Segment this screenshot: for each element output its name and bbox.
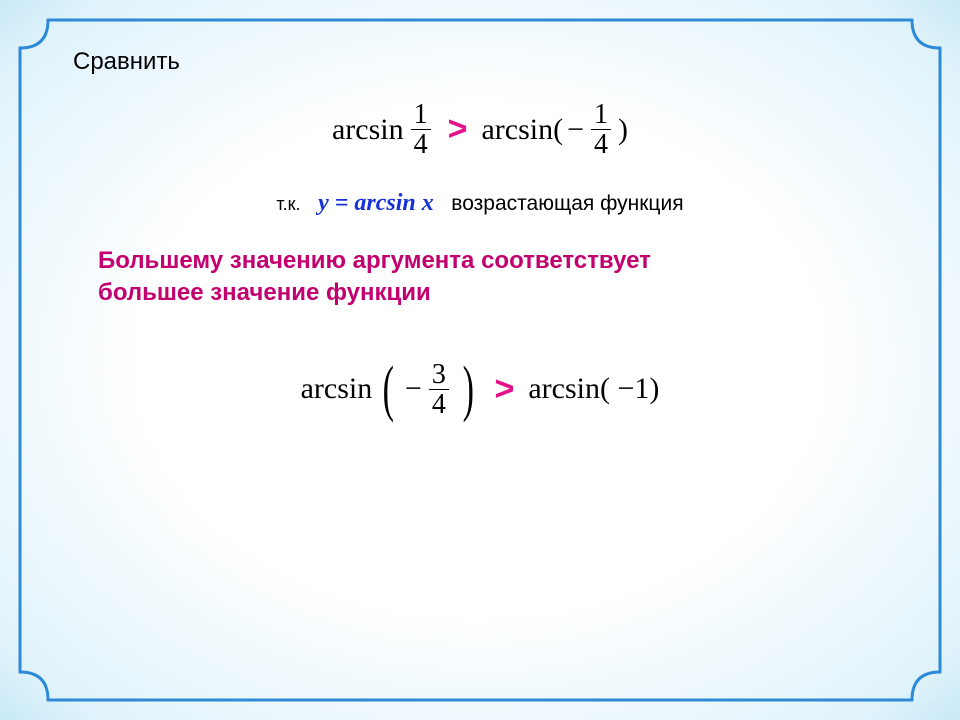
eq1-right-frac: 1 4 [591, 100, 611, 160]
eq1-right-close: ) [618, 113, 628, 147]
eq1-left-frac: 1 4 [411, 100, 431, 160]
reason-tk: т.к. [276, 194, 300, 214]
eq1-left-fn: arcsin [332, 113, 404, 147]
lparen-icon: ( [382, 365, 396, 415]
reason-func: y = arcsin x [318, 190, 434, 216]
eq2-left-minus: − [405, 372, 422, 406]
equation-2: arcsin ( − 3 4 ) > arcsin( −1) [73, 360, 887, 420]
principle-line2: большее значение функции [98, 279, 431, 306]
eq2-left-fn: arcsin [301, 372, 373, 406]
rparen-icon: ) [461, 365, 475, 415]
equation-1: arcsin 1 4 > arcsin( − 1 4 ) [73, 100, 887, 160]
principle-line1: Большему значению аргумента соответствуе… [98, 247, 651, 274]
eq1-cmp: > [448, 110, 468, 149]
reason-line: т.к. y = arcsin x возрастающая функция [73, 190, 887, 217]
eq1-right-fn: arcsin( [481, 113, 563, 147]
slide-content: Сравнить arcsin 1 4 > arcsin( − 1 4 ) т.… [18, 18, 942, 702]
eq1-right: arcsin( − 1 4 ) [481, 100, 628, 160]
eq2-left-frac: 3 4 [429, 360, 449, 420]
eq2-left: arcsin ( − 3 4 ) [301, 360, 481, 420]
title-compare: Сравнить [73, 48, 887, 76]
eq1-right-minus: − [567, 113, 584, 147]
eq2-cmp: > [494, 370, 514, 409]
principle-text: Большему значению аргумента соответствуе… [98, 245, 887, 310]
eq2-right: arcsin( −1) [528, 372, 659, 406]
reason-tail: возрастающая функция [451, 192, 683, 215]
eq1-left: arcsin 1 4 [332, 100, 434, 160]
